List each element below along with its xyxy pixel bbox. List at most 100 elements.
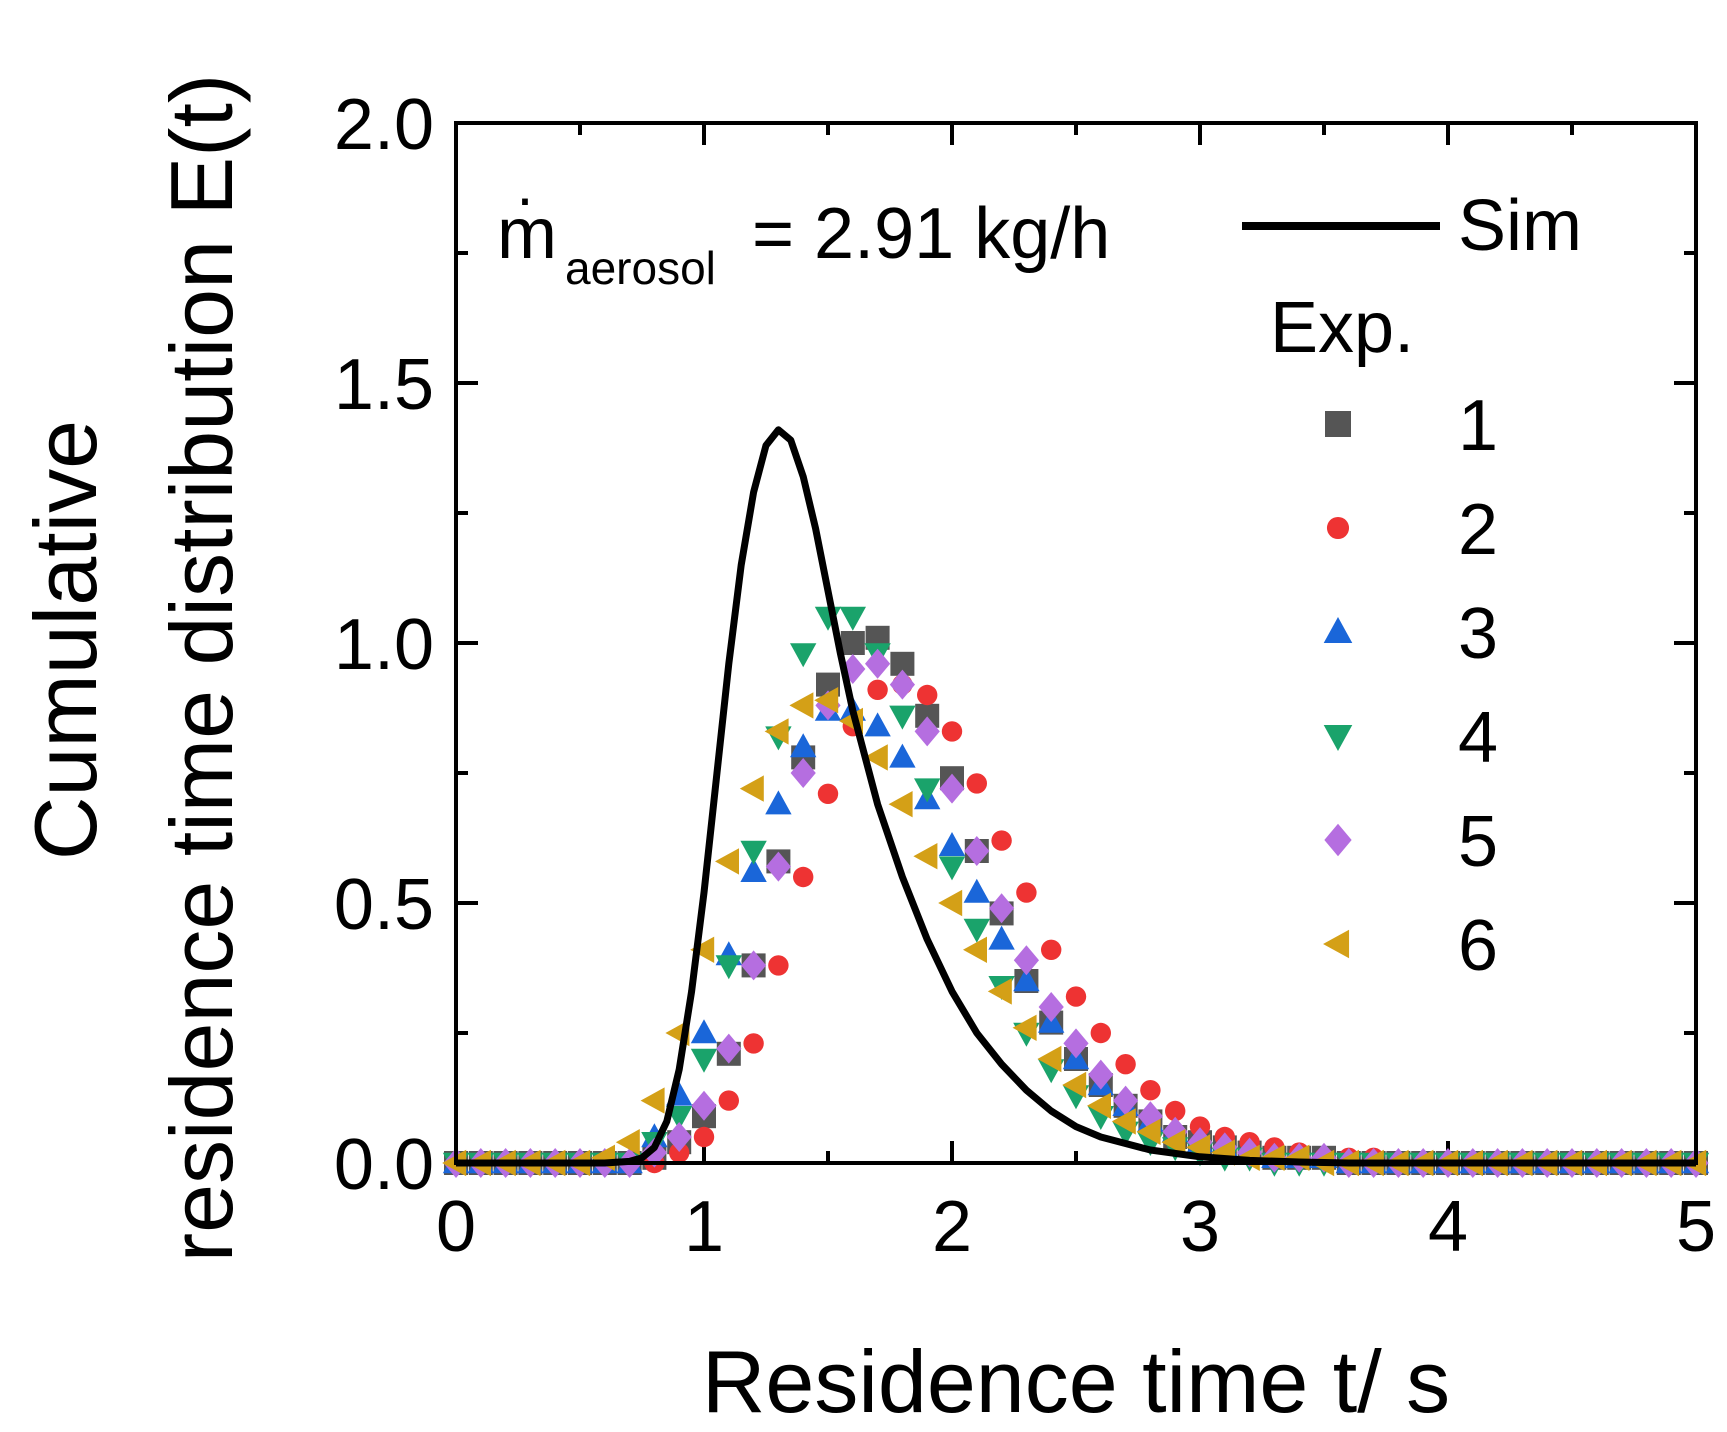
legend-marker-1	[1325, 411, 1351, 437]
series-3-point	[765, 790, 792, 815]
legend-label-2: 2	[1458, 490, 1498, 570]
series-6-point	[814, 687, 839, 714]
series-4-point	[839, 606, 866, 631]
series-5-point	[1113, 1085, 1139, 1116]
legend-marker-2	[1326, 516, 1350, 540]
series-6-point	[1111, 1108, 1136, 1135]
series-4-point	[715, 955, 742, 980]
axis-ticks: 0 1 2 3 4 50.00.51.01.52.0	[334, 85, 1716, 1267]
plot-frame	[454, 121, 1698, 1165]
series-5-point	[790, 758, 816, 788]
series-6-point	[913, 843, 938, 870]
series-5-point	[641, 1137, 667, 1168]
x-tick-label: 5	[1676, 1187, 1716, 1267]
legend-label-1: 1	[1458, 386, 1498, 466]
series-2-point	[991, 830, 1012, 851]
series-5-point	[1088, 1059, 1114, 1090]
series-6-point	[963, 936, 987, 963]
legend-marker-4	[1323, 724, 1353, 751]
annotation-dot: .	[517, 151, 534, 218]
x-tick-label: 0	[436, 1187, 476, 1267]
sim-line	[456, 426, 1696, 1167]
annotation-value: = 2.91 kg/h	[752, 194, 1110, 274]
annotation-symbol: m	[497, 194, 557, 274]
series-5-point	[741, 950, 767, 981]
series-2-point	[1016, 882, 1037, 903]
series-6-point	[863, 744, 888, 771]
series-6-point	[1012, 1014, 1037, 1041]
y-axis-label-line1: Cumulative	[16, 420, 115, 860]
y-tick-label: 2.0	[334, 85, 434, 165]
mass-flow-annotation: . m aerosol = 2.91 kg/h	[497, 151, 1110, 294]
x-tick-label: 1	[684, 1187, 724, 1267]
series-2-point	[867, 679, 888, 700]
series-2-point	[1140, 1080, 1161, 1101]
series-3-point	[963, 878, 990, 903]
series-2-point	[966, 773, 987, 794]
series-6-point	[739, 775, 764, 802]
series-6-point	[715, 848, 739, 875]
series-2-point	[718, 1090, 739, 1111]
series-2-point	[1189, 1116, 1211, 1137]
y-tick-label: 1.0	[334, 605, 434, 685]
series-6-point	[789, 692, 814, 719]
series-2-point	[941, 721, 963, 742]
series-5-point	[939, 773, 965, 804]
series-5-point	[1038, 992, 1064, 1022]
series-6-point	[888, 791, 913, 818]
x-tick-label: 2	[932, 1187, 972, 1267]
series-6-point	[615, 1129, 640, 1156]
series-6-point	[1037, 1045, 1062, 1073]
series-2-point	[817, 783, 839, 804]
legend-label-6: 6	[1458, 906, 1498, 986]
simulation-layer	[456, 426, 1696, 1167]
series-6-point	[938, 889, 963, 917]
series-2-point	[917, 684, 938, 706]
series-5-point	[1013, 945, 1039, 976]
series-4-point	[889, 705, 916, 730]
annotation-subscript: aerosol	[565, 242, 716, 294]
y-tick-label: 1.5	[334, 345, 434, 425]
legend-items: 1 2 3 4 5 6	[1323, 386, 1498, 986]
series-5-point	[914, 716, 940, 747]
legend-marker-3	[1323, 617, 1353, 644]
series-6-point	[1161, 1129, 1186, 1156]
series-3-point	[988, 925, 1015, 950]
series-2-point	[693, 1126, 715, 1148]
series-4-point	[914, 778, 941, 803]
legend-label-4: 4	[1458, 698, 1498, 778]
y-axis-label-line2: residence time distribution E(t)	[152, 74, 251, 1262]
series-4-point	[938, 856, 966, 881]
legend-exp-title: Exp.	[1270, 288, 1414, 368]
series-4-point	[790, 643, 817, 668]
series-3-point	[1013, 967, 1040, 992]
series-6-point	[690, 936, 715, 963]
series-3-point	[864, 712, 891, 737]
series-3-point	[690, 1019, 718, 1044]
legend: Sim Exp. 1 2 3 4 5 6	[1242, 186, 1582, 986]
legend-sim-label: Sim	[1458, 186, 1582, 266]
series-2-point	[1115, 1054, 1136, 1075]
series-6	[442, 687, 1707, 1177]
y-tick-label: 0.0	[334, 1125, 434, 1205]
series-6-point	[764, 718, 789, 745]
series-5-point	[1063, 1028, 1089, 1059]
x-tick-label: 4	[1428, 1187, 1468, 1267]
series-2-point	[768, 955, 789, 976]
series-4-point	[740, 840, 767, 865]
series-6-point	[987, 978, 1012, 1005]
series-6-point	[640, 1087, 665, 1114]
series-2-point	[1090, 1022, 1112, 1044]
legend-label-5: 5	[1458, 802, 1498, 882]
legend-marker-5	[1324, 823, 1352, 857]
series-3-point	[740, 858, 767, 882]
series-2-point	[1165, 1100, 1186, 1122]
series-5-point	[989, 893, 1015, 924]
series-5-point	[964, 836, 990, 866]
series-1-point	[840, 631, 865, 655]
series-2-point	[793, 866, 814, 888]
x-axis-label: Residence time t/ s	[702, 1332, 1450, 1431]
series-5-point	[666, 1122, 692, 1152]
series-5-point	[765, 851, 791, 882]
